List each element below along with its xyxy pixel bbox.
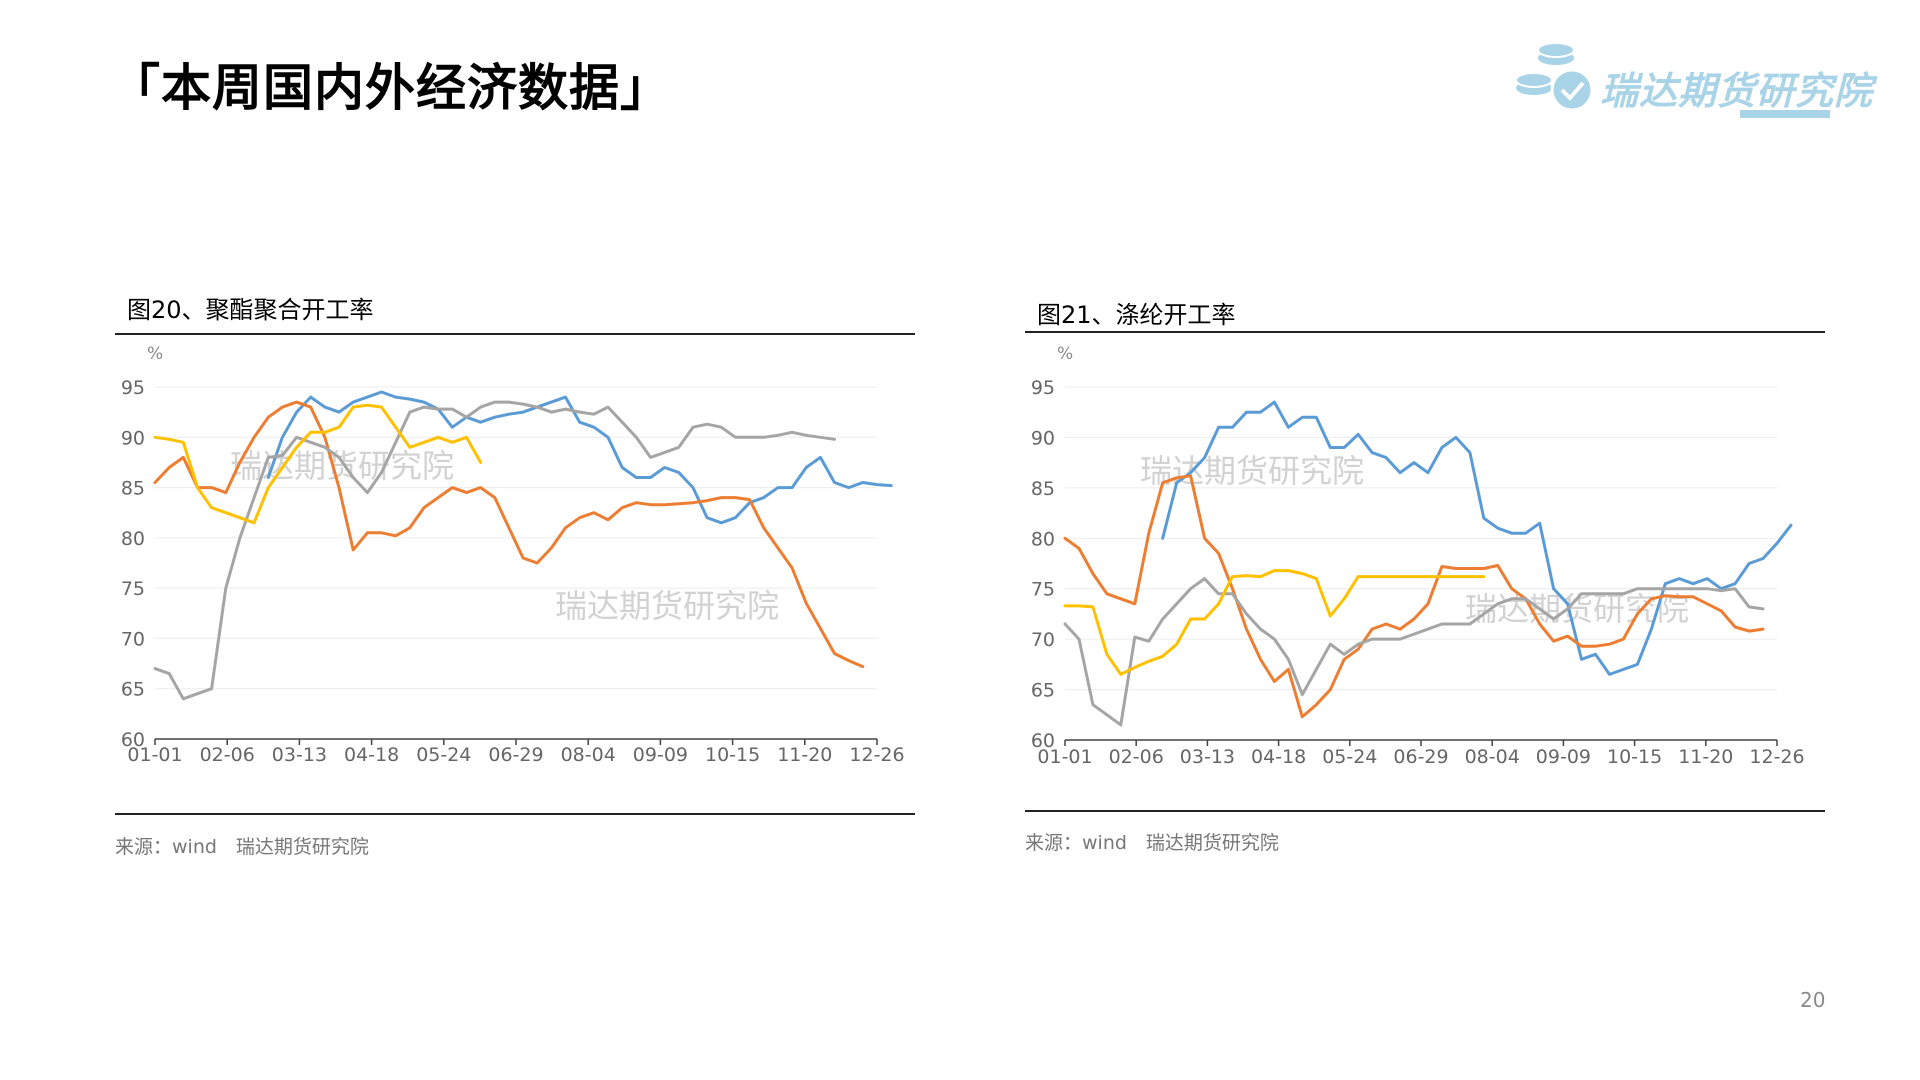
chart-bottom-rule xyxy=(115,813,915,815)
chart-polyester-filament-operating-rate: % 60 65 70 75 80 85 90 95 01-01 02-06 03-13 04-18 05-… xyxy=(1031,344,1805,768)
logo-text: 瑞达期货研究院 xyxy=(1600,69,1874,113)
chart-polyester-operating-rate: % 60 65 70 75 80 85 90 95 01-01 02-06 03-13 04-18 05-… xyxy=(121,344,905,766)
series-line-2021 xyxy=(266,390,893,525)
chart-bottom-rule xyxy=(1025,810,1825,812)
chart-panel-filament: 图21、涤纶开工率 % 60 65 70 75 80 85 90 95 01-01 02-06 03-… xyxy=(1025,283,1825,863)
x-tick-label: 08-04 xyxy=(1465,746,1520,768)
watermark-text: 瑞达期货研究院 xyxy=(555,587,779,625)
series-line-2023 xyxy=(1063,577,1765,727)
x-tick-label: 06-29 xyxy=(488,744,543,766)
y-tick-label: 75 xyxy=(1031,579,1055,601)
x-tick-label: 09-09 xyxy=(633,744,688,766)
chart-title: 图20、聚酯聚合开工率 xyxy=(127,296,374,324)
y-tick-label: 60 xyxy=(1031,730,1055,752)
series-line-2021 xyxy=(1161,400,1793,676)
y-unit-label: % xyxy=(1057,344,1073,364)
chart-top-rule xyxy=(1025,331,1825,333)
series-line-2022 xyxy=(153,400,865,669)
x-tick-label: 06-29 xyxy=(1393,746,1448,768)
x-tick-label: 11-20 xyxy=(1678,746,1733,768)
x-tick-label: 10-15 xyxy=(705,744,760,766)
chart-source: 来源：wind 瑞达期货研究院 xyxy=(115,836,369,858)
x-tick-label: 05-24 xyxy=(416,744,471,766)
y-tick-label: 90 xyxy=(121,427,145,449)
y-tick-label: 90 xyxy=(1031,427,1055,449)
series-line-2022 xyxy=(1063,474,1765,719)
page-number: 20 xyxy=(1800,988,1826,1012)
y-tick-label: 85 xyxy=(1031,478,1055,500)
x-tick-label: 10-15 xyxy=(1607,746,1662,768)
x-tick-label: 03-13 xyxy=(272,744,327,766)
x-tick-label: 04-18 xyxy=(1251,746,1306,768)
y-tick-label: 80 xyxy=(1031,528,1055,550)
watermark-text: 瑞达期货研究院 xyxy=(1140,452,1364,490)
series-line-2023 xyxy=(153,400,836,701)
x-tick-label: 02-06 xyxy=(200,744,255,766)
series-line-2024 xyxy=(1063,569,1486,676)
y-tick-label: 95 xyxy=(121,377,145,399)
x-tick-label: 12-26 xyxy=(1749,746,1804,768)
y-tick-label: 85 xyxy=(121,478,145,500)
x-tick-label: 11-20 xyxy=(777,744,832,766)
x-tick-label: 01-01 xyxy=(1037,746,1092,768)
y-tick-label: 70 xyxy=(1031,629,1055,651)
chart-panel-polyester: 图20、聚酯聚合开工率 % 60 65 70 75 80 85 90 95 01-01 02-06 0… xyxy=(115,280,915,860)
logo: 瑞达期货研究院 xyxy=(1500,38,1872,122)
chart-source: 来源：wind 瑞达期货研究院 xyxy=(1025,832,1279,854)
y-tick-label: 95 xyxy=(1031,377,1055,399)
y-tick-label: 65 xyxy=(1031,680,1055,702)
coins-logo-icon xyxy=(1515,42,1594,112)
logo-underline xyxy=(1740,110,1830,118)
y-tick-label: 75 xyxy=(121,578,145,600)
page-title: 「本周国内外经济数据」 xyxy=(110,59,671,117)
chart-top-rule xyxy=(115,333,915,335)
y-tick-label: 60 xyxy=(121,729,145,751)
x-tick-label: 08-04 xyxy=(561,744,616,766)
x-tick-label: 02-06 xyxy=(1109,746,1164,768)
x-tick-label: 03-13 xyxy=(1180,746,1235,768)
y-unit-label: % xyxy=(147,344,163,364)
x-tick-label: 01-01 xyxy=(127,744,182,766)
chart-title: 图21、涤纶开工率 xyxy=(1037,301,1236,329)
watermark-text: 瑞达期货研究院 xyxy=(1465,590,1689,628)
y-tick-label: 65 xyxy=(121,679,145,701)
x-tick-label: 05-24 xyxy=(1322,746,1377,768)
x-tick-label: 12-26 xyxy=(849,744,904,766)
watermark-text: 瑞达期货研究院 xyxy=(230,447,454,485)
y-tick-label: 70 xyxy=(121,628,145,650)
series-line-2024 xyxy=(153,403,483,525)
x-tick-label: 04-18 xyxy=(344,744,399,766)
x-tick-label: 09-09 xyxy=(1536,746,1591,768)
y-tick-label: 80 xyxy=(121,528,145,550)
